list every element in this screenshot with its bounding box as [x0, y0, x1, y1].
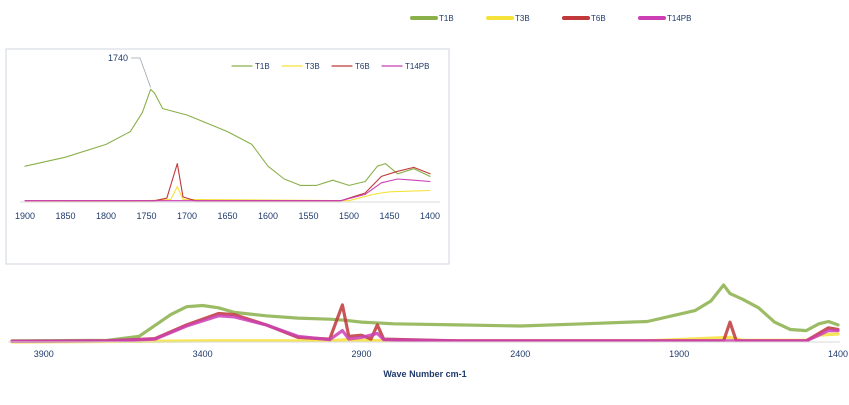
x-tick-label: 1700 [177, 211, 197, 221]
inset-annotation: 1740 [108, 53, 151, 88]
main-plot [10, 283, 840, 344]
legend-label-t6b: T6B [591, 14, 606, 23]
legend-label-t1b: T1B [255, 62, 270, 71]
x-tick-label: 1850 [55, 211, 75, 221]
inset-frame [5, 48, 450, 265]
x-tick-label: 1400 [828, 349, 848, 359]
inset-legend: T1B T3B T6B T14PB [231, 62, 429, 71]
x-tick-label: 1900 [669, 349, 689, 359]
x-tick-label: 1550 [298, 211, 318, 221]
annotation-leader-line [131, 57, 151, 88]
legend-label-t14pb: T14PB [667, 14, 691, 23]
series-line-t1b [24, 88, 431, 186]
legend-label-t1b: T1B [439, 14, 454, 23]
main-x-ticks: 3900 3400 2900 2400 1900 1400 [34, 349, 848, 359]
x-tick-label: 1650 [217, 211, 237, 221]
x-tick-label: 1500 [339, 211, 359, 221]
x-tick-label: 1600 [258, 211, 278, 221]
inset-x-ticks: 1900 1850 1800 1750 1700 1650 1600 1550 1500 1450… [15, 211, 440, 221]
series-line-t14pb [24, 178, 431, 202]
x-tick-label: 1900 [15, 211, 35, 221]
inset-plot [24, 88, 431, 203]
legend-label-t6b: T6B [355, 62, 370, 71]
main-legend: T1B T3B T6B T14PB [410, 14, 691, 23]
x-tick-label: 2400 [510, 349, 530, 359]
series-line-t1b [10, 283, 840, 343]
main-x-axis-title: Wave Number cm-1 [383, 369, 466, 379]
x-tick-label: 2900 [351, 349, 371, 359]
x-tick-label: 3900 [34, 349, 54, 359]
x-tick-label: 1450 [379, 211, 399, 221]
x-tick-label: 1400 [420, 211, 440, 221]
x-tick-label: 1800 [96, 211, 116, 221]
series-line-t14pb [10, 314, 840, 343]
annotation-label: 1740 [108, 53, 128, 63]
legend-label-t14pb: T14PB [405, 62, 429, 71]
x-tick-label: 1750 [136, 211, 156, 221]
legend-label-t3b: T3B [305, 62, 320, 71]
x-tick-label: 3400 [193, 349, 213, 359]
legend-label-t3b: T3B [515, 14, 530, 23]
